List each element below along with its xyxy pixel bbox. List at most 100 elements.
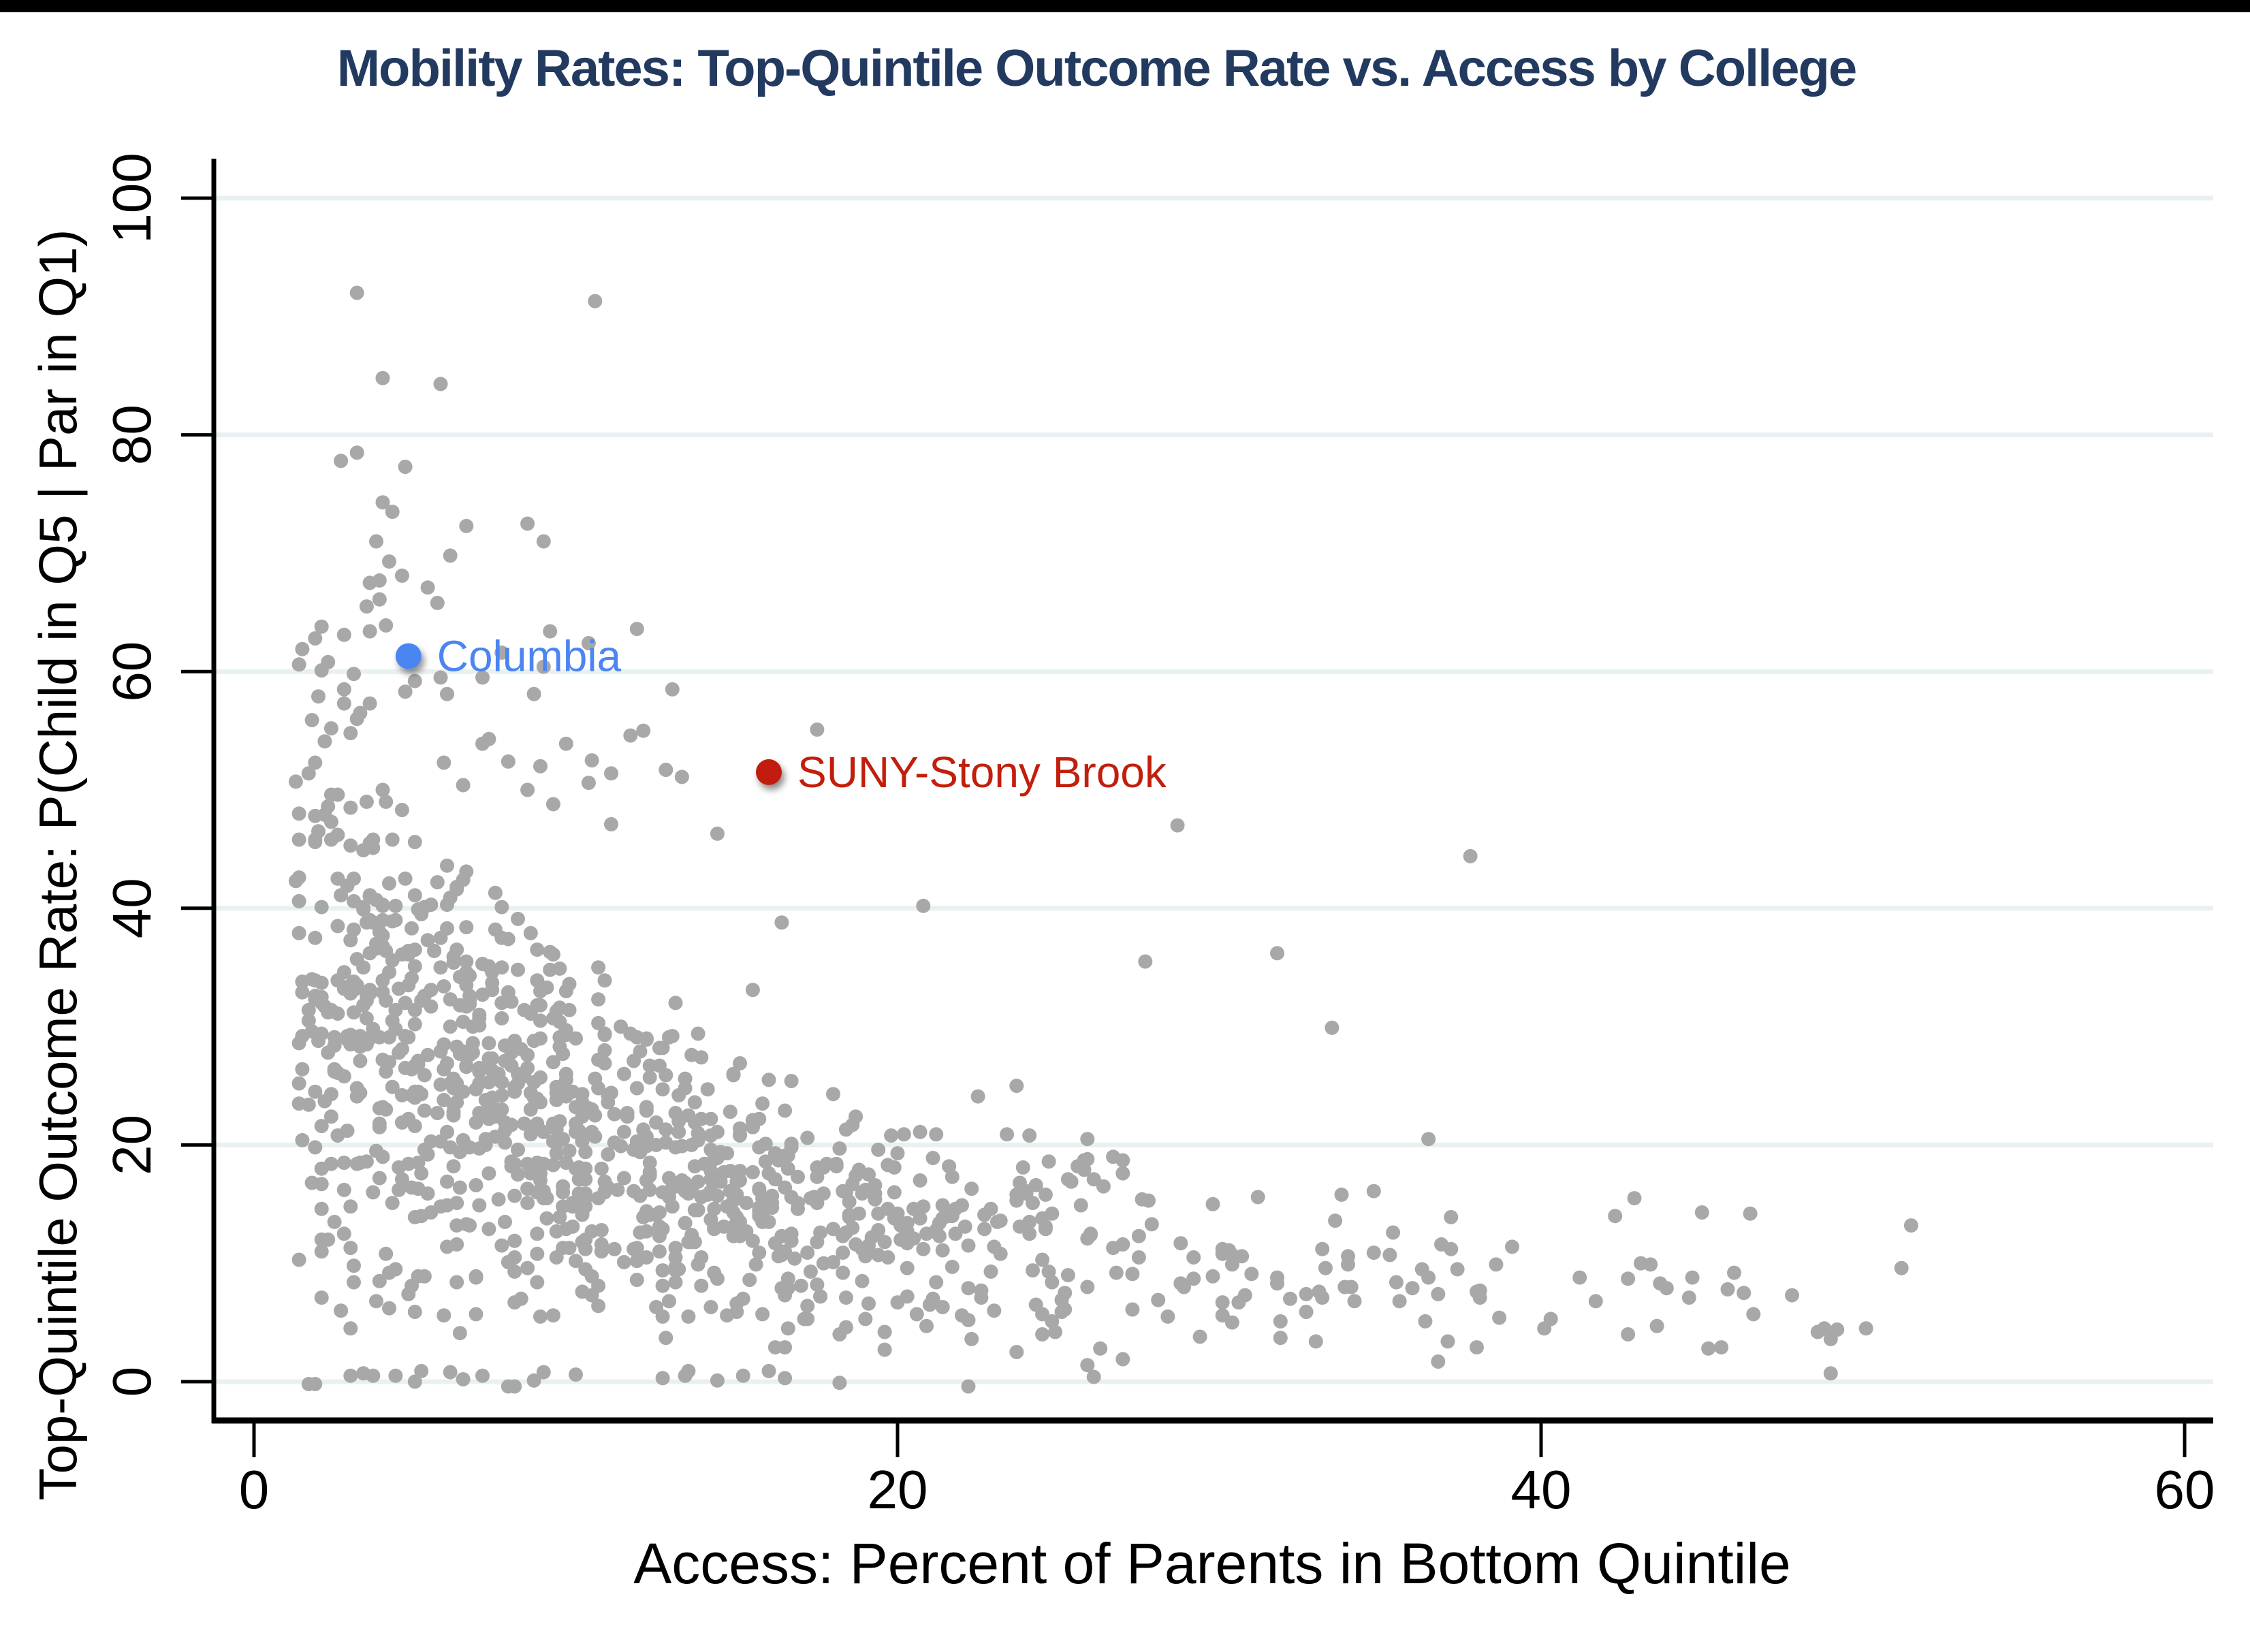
data-point — [890, 1146, 905, 1161]
data-point — [1019, 1186, 1034, 1201]
data-point-notable — [353, 705, 368, 720]
data-point — [627, 1053, 641, 1068]
data-point — [291, 870, 306, 885]
data-point — [353, 1039, 368, 1054]
data-point — [494, 900, 509, 915]
data-point — [556, 1241, 571, 1256]
data-point — [449, 1275, 464, 1290]
data-point — [970, 1089, 985, 1104]
data-point — [849, 1109, 863, 1124]
x-axis-title: Access: Percent of Parents in Bottom Qui… — [633, 1531, 1790, 1595]
data-point — [443, 548, 458, 563]
data-point — [343, 978, 358, 993]
data-point — [659, 1331, 674, 1346]
data-point — [909, 1307, 924, 1322]
data-point — [620, 1109, 635, 1124]
data-point — [379, 618, 394, 633]
data-point — [1041, 1154, 1056, 1169]
data-point — [1064, 1174, 1079, 1189]
data-point — [301, 1377, 316, 1391]
data-point — [507, 1379, 522, 1394]
data-point — [1444, 1209, 1459, 1224]
data-point — [748, 1257, 763, 1272]
data-point — [558, 1066, 573, 1081]
data-point — [452, 1047, 467, 1062]
data-point — [842, 1207, 857, 1222]
data-point-notable — [494, 645, 509, 660]
data-point — [430, 875, 445, 890]
data-point — [1237, 1288, 1252, 1303]
data-point — [778, 1103, 793, 1118]
data-point — [655, 1371, 670, 1386]
data-point — [791, 1196, 805, 1211]
data-point — [343, 726, 358, 741]
data-point — [1681, 1290, 1696, 1305]
data-point — [379, 943, 394, 958]
data-point-notable — [623, 728, 638, 743]
data-point — [1048, 1324, 1062, 1339]
data-point — [372, 1171, 387, 1186]
data-point — [558, 1028, 573, 1043]
data-point — [414, 1209, 429, 1224]
data-point — [893, 1232, 908, 1247]
data-point — [481, 1036, 496, 1051]
data-point — [472, 1060, 487, 1075]
data-point — [674, 769, 689, 784]
data-point — [642, 1058, 657, 1073]
data-point-notable — [1737, 1286, 1752, 1301]
data-point — [1444, 1241, 1459, 1256]
data-point — [295, 1062, 310, 1077]
data-point — [877, 1342, 892, 1357]
data-point — [929, 1275, 944, 1290]
data-point — [530, 1226, 545, 1241]
data-point — [456, 1015, 471, 1030]
data-point-notable — [440, 686, 454, 701]
data-point — [469, 1115, 484, 1130]
data-point — [343, 933, 358, 948]
data-point — [472, 1198, 487, 1213]
tick-marks-and-labels: 0 20 40 60 80 100 0 20 40 60 — [101, 153, 2215, 1520]
data-point — [469, 1082, 484, 1097]
data-point — [810, 1277, 825, 1292]
data-point-notable — [710, 826, 725, 841]
data-point — [407, 942, 422, 957]
data-point-notable — [581, 636, 596, 650]
data-point — [323, 814, 338, 829]
data-point — [1045, 1275, 1060, 1290]
data-point — [784, 1074, 799, 1088]
data-point — [729, 1187, 744, 1202]
data-point — [1244, 1267, 1259, 1282]
data-point — [398, 460, 413, 474]
data-point — [945, 1259, 960, 1274]
data-point-notable — [398, 684, 413, 699]
data-point — [1431, 1354, 1446, 1369]
data-point — [359, 1011, 374, 1026]
data-point — [394, 947, 409, 962]
data-point — [517, 1116, 532, 1131]
data-point — [417, 1142, 432, 1157]
data-point — [372, 1030, 387, 1045]
data-point — [330, 827, 345, 842]
data-point — [1035, 1307, 1050, 1322]
data-point — [488, 1109, 503, 1124]
data-point — [372, 1273, 387, 1288]
data-point — [627, 1241, 641, 1256]
data-point — [295, 1132, 310, 1147]
data-point — [459, 864, 474, 879]
data-point-notable — [385, 505, 400, 520]
data-point — [481, 1166, 496, 1181]
data-point — [533, 1031, 548, 1046]
data-point — [459, 920, 474, 935]
data-point — [511, 911, 525, 926]
data-point — [398, 871, 413, 886]
data-point — [1405, 1281, 1420, 1296]
data-point — [394, 803, 409, 817]
data-point — [469, 1270, 484, 1285]
data-point — [726, 1228, 741, 1243]
data-point — [504, 1117, 519, 1132]
data-point — [649, 1300, 664, 1314]
data-point — [964, 1181, 979, 1196]
data-point — [1131, 1250, 1146, 1265]
data-point — [472, 1141, 487, 1156]
data-point — [707, 1171, 722, 1186]
